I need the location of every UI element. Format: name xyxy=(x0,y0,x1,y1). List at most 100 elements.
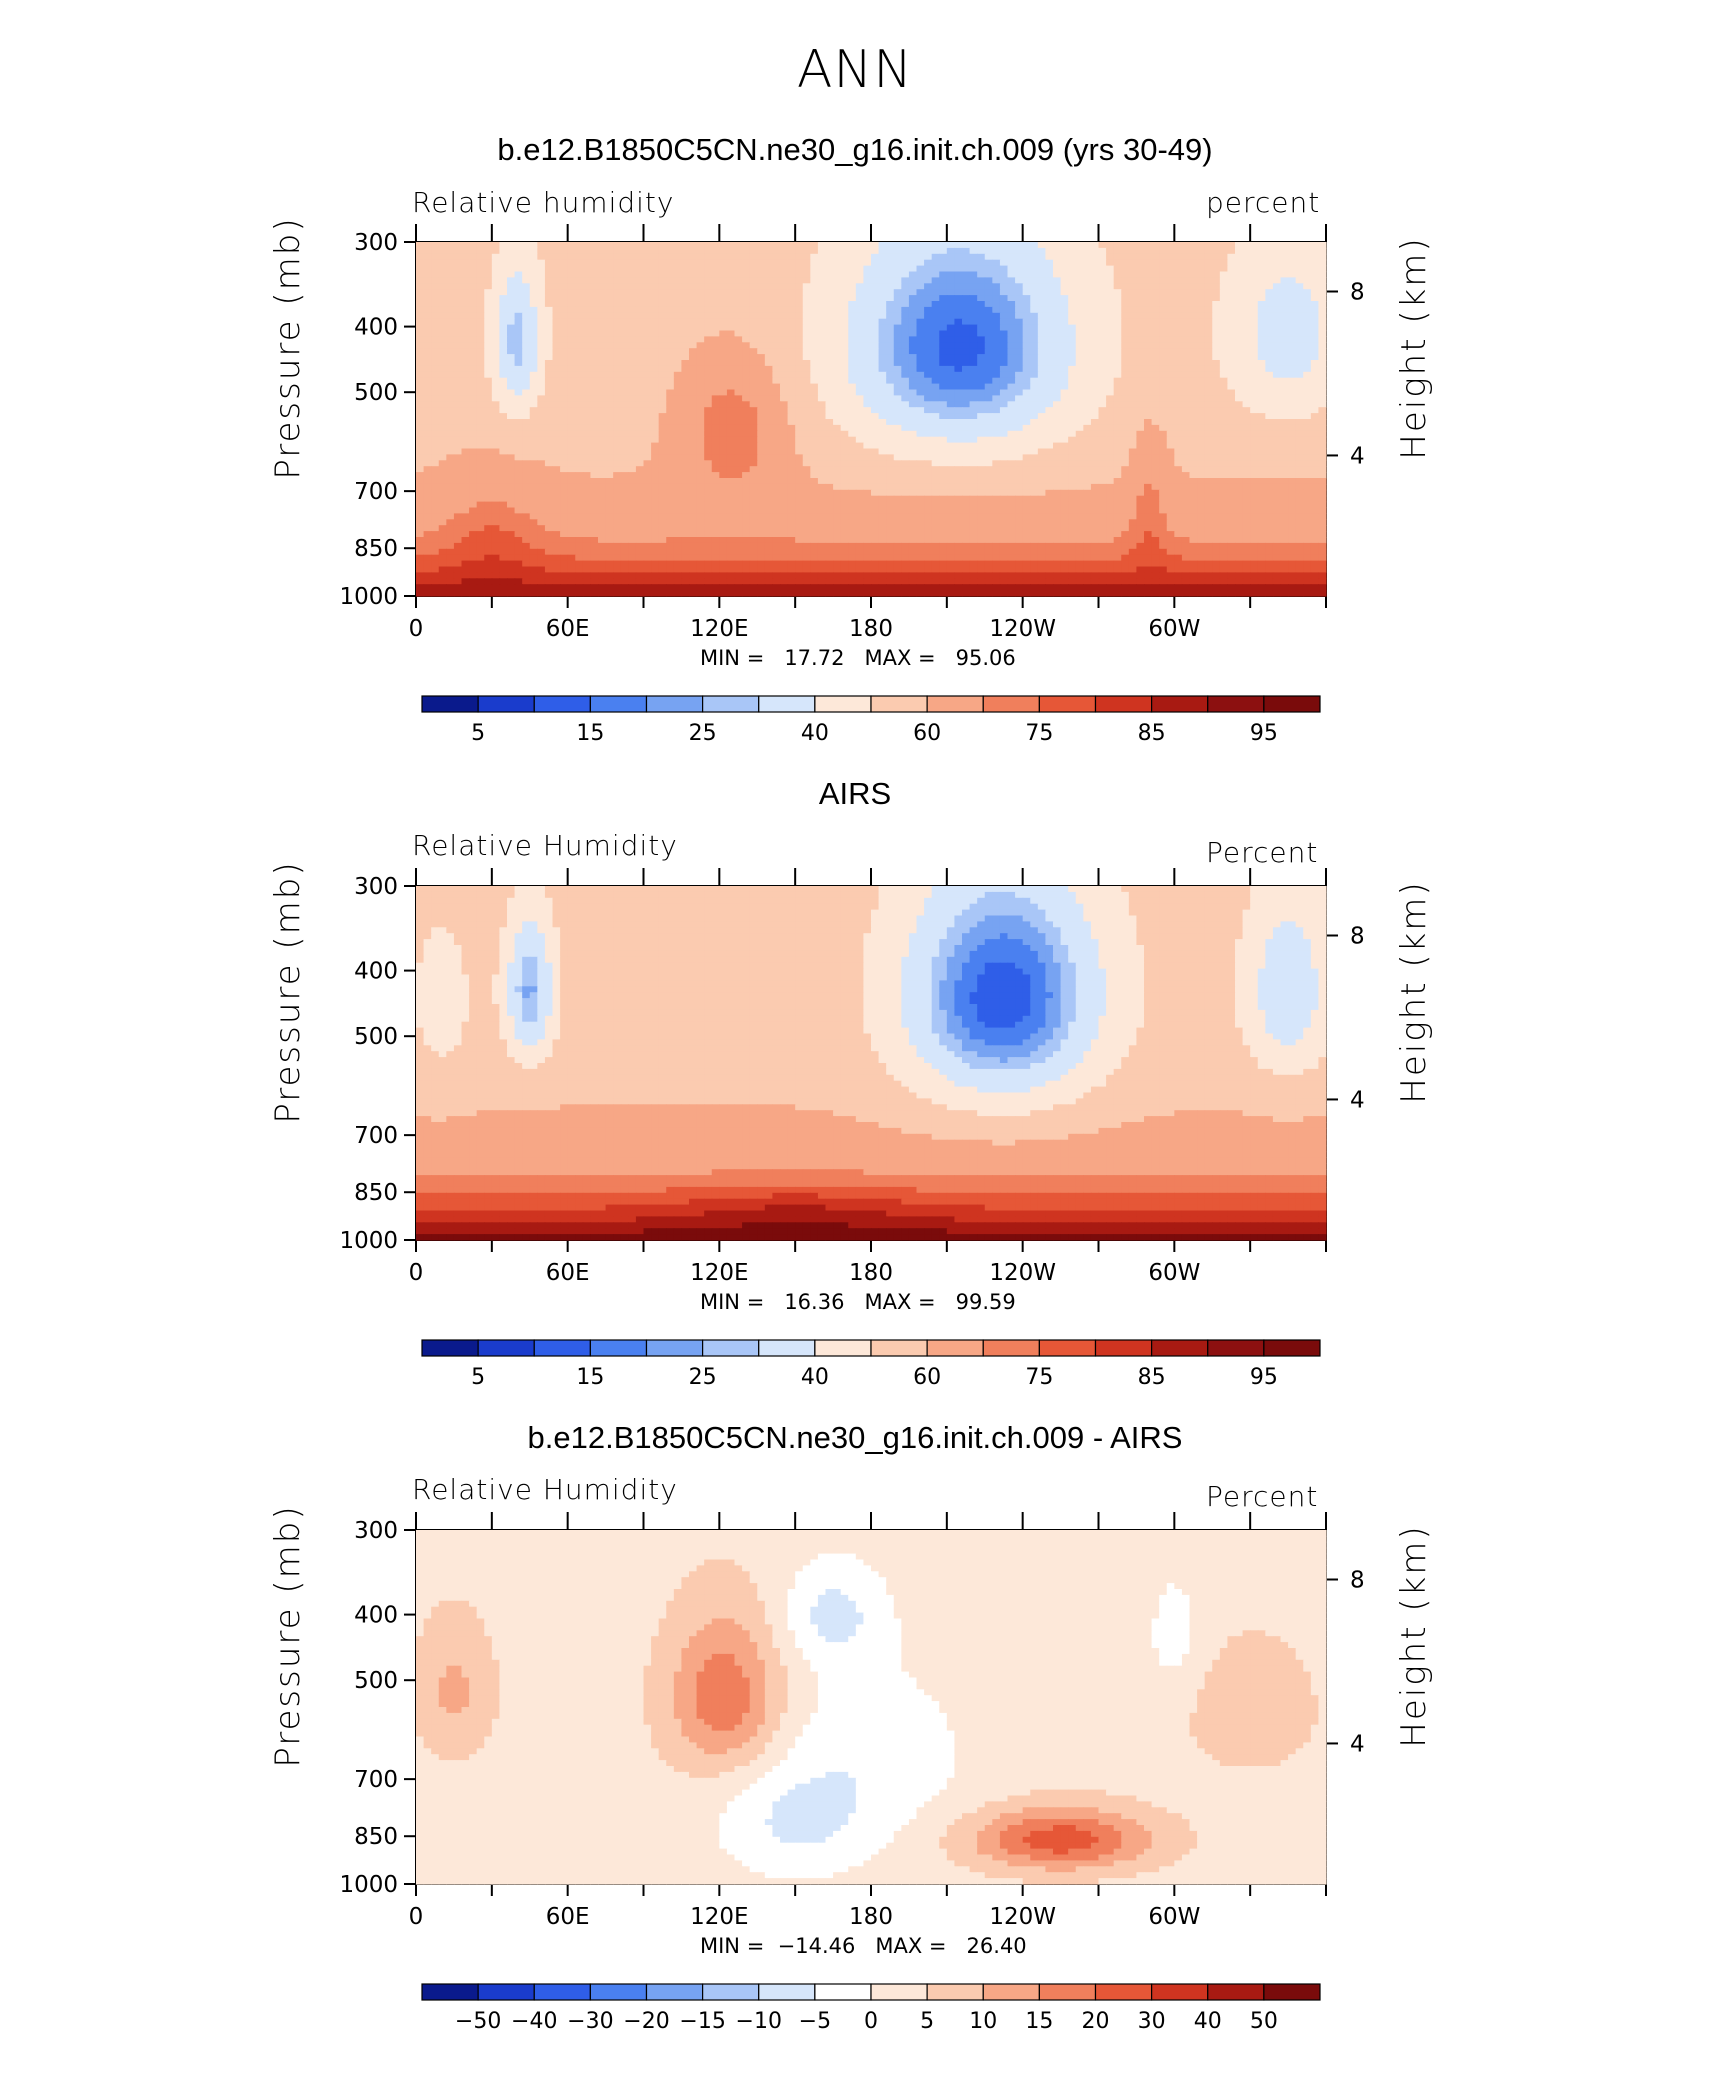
heatmap-cell xyxy=(946,365,956,373)
heatmap-cell xyxy=(635,365,645,373)
heatmap-cell xyxy=(1113,424,1122,432)
heatmap-cell xyxy=(1295,301,1304,308)
heatmap-cell xyxy=(1068,460,1077,467)
heatmap-cell xyxy=(1121,377,1130,385)
heatmap-cell xyxy=(1053,289,1062,296)
heatmap-cell xyxy=(764,271,774,278)
heatmap-cell xyxy=(1083,336,1092,343)
heatmap-cell xyxy=(537,306,546,314)
heatmap-cell xyxy=(734,253,743,261)
heatmap-cell xyxy=(673,454,683,461)
heatmap-cell xyxy=(423,466,432,473)
heatmap-cell xyxy=(1166,454,1175,461)
heatmap-cell xyxy=(1015,354,1024,361)
heatmap-cell xyxy=(1030,478,1039,485)
heatmap-cell xyxy=(1068,247,1077,255)
heatmap-cell xyxy=(863,448,872,455)
heatmap-cell xyxy=(795,265,804,273)
heatmap-cell xyxy=(1257,448,1266,455)
heatmap-cell xyxy=(946,312,956,320)
heatmap-cell xyxy=(1068,371,1077,379)
heatmap-cell xyxy=(590,466,599,473)
heatmap-cell xyxy=(1212,289,1221,296)
heatmap-cell xyxy=(780,265,789,273)
heatmap-cell xyxy=(461,365,470,373)
heatmap-cell xyxy=(840,271,849,278)
heatmap-cell xyxy=(848,336,857,343)
heatmap-cell xyxy=(567,413,576,420)
heatmap-cell xyxy=(696,253,705,261)
heatmap-cell xyxy=(620,360,629,367)
heatmap-cell xyxy=(977,312,986,320)
heatmap-cell xyxy=(1257,401,1266,408)
heatmap-cell xyxy=(1136,472,1145,479)
heatmap-cell xyxy=(1007,454,1016,461)
heatmap-cell xyxy=(1189,448,1198,455)
heatmap-cell xyxy=(1128,271,1138,278)
heatmap-cell xyxy=(681,436,690,444)
heatmap-cell xyxy=(1007,371,1016,379)
heatmap-cell xyxy=(651,324,660,332)
heatmap-cell xyxy=(1068,466,1077,473)
heatmap-cell xyxy=(1212,360,1221,367)
heatmap-cell xyxy=(992,419,1001,426)
heatmap-cell xyxy=(1121,348,1130,355)
heatmap-cell xyxy=(1166,259,1175,267)
heatmap-cell xyxy=(757,466,766,473)
heatmap-cell xyxy=(1007,306,1016,314)
heatmap-cell xyxy=(537,478,546,485)
heatmap-cell xyxy=(1068,336,1077,343)
heatmap-cell xyxy=(787,312,796,320)
heatmap-cell xyxy=(954,365,963,373)
heatmap-cell xyxy=(1113,478,1122,485)
heatmap-cell xyxy=(855,318,865,326)
heatmap-cell xyxy=(1151,365,1160,373)
heatmap-cell xyxy=(514,454,523,461)
heatmap-cell xyxy=(1181,407,1191,414)
heatmap-cell xyxy=(1045,419,1054,426)
heatmap-cell xyxy=(1053,413,1062,420)
heatmap-cell xyxy=(1075,324,1084,332)
heatmap-cell xyxy=(969,283,978,290)
heatmap-cell xyxy=(522,401,531,408)
heatmap-cell xyxy=(999,301,1009,308)
heatmap-cell xyxy=(1098,306,1107,314)
heatmap-cell xyxy=(992,271,1001,278)
heatmap-cell xyxy=(810,342,819,349)
heatmap-cell xyxy=(931,265,940,273)
heatmap-cell xyxy=(1022,430,1031,438)
heatmap-cell xyxy=(795,259,804,267)
heatmap-cell xyxy=(446,354,455,361)
heatmap-cell xyxy=(1272,424,1282,432)
heatmap-cell xyxy=(726,342,736,349)
heatmap-cell xyxy=(1212,413,1221,420)
heatmap-cell xyxy=(681,365,690,373)
heatmap-cell xyxy=(613,383,622,391)
heatmap-cell xyxy=(1015,377,1024,385)
heatmap-cell xyxy=(696,407,705,414)
heatmap-cell xyxy=(901,419,910,426)
heatmap-cell xyxy=(1090,283,1100,290)
heatmap-cell xyxy=(764,289,774,296)
heatmap-cell xyxy=(1098,301,1107,308)
heatmap-cell xyxy=(673,265,683,273)
heatmap-cell xyxy=(1204,454,1213,461)
heatmap-cell xyxy=(1197,324,1206,332)
heatmap-cell xyxy=(438,354,447,361)
heatmap-cell xyxy=(1310,306,1320,314)
heatmap-cell xyxy=(1295,312,1304,320)
heatmap-cell xyxy=(1015,430,1024,438)
heatmap-cell xyxy=(628,271,637,278)
heatmap-cell xyxy=(1288,478,1297,485)
heatmap-cell xyxy=(1288,253,1297,261)
heatmap-cell xyxy=(924,348,933,355)
heatmap-cell xyxy=(514,342,523,349)
heatmap-cell xyxy=(999,478,1009,485)
heatmap-cell xyxy=(1235,389,1244,396)
heatmap-cell xyxy=(1068,407,1077,414)
heatmap-cell xyxy=(666,413,675,420)
heatmap-cell xyxy=(537,436,546,444)
heatmap-cell xyxy=(1235,271,1244,278)
heatmap-cell xyxy=(749,247,758,255)
heatmap-cell xyxy=(1310,466,1320,473)
